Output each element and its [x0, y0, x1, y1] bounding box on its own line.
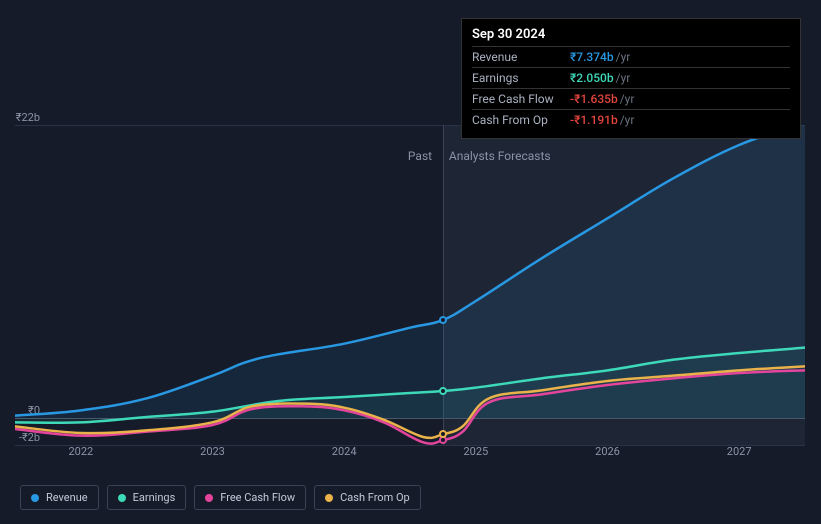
legend-swatch — [31, 494, 39, 502]
x-axis-tick: 2025 — [463, 445, 488, 458]
x-axis-tick: 2024 — [332, 445, 357, 458]
legend-label: Free Cash Flow — [220, 491, 295, 504]
legend-item-free-cash-flow[interactable]: Free Cash Flow — [194, 485, 306, 510]
legend-swatch — [325, 494, 333, 502]
tooltip-metric-unit: /yr — [620, 113, 635, 127]
tooltip-metric-unit: /yr — [620, 92, 635, 106]
x-axis-tick: 2023 — [200, 445, 225, 458]
legend-swatch — [205, 494, 213, 502]
legend-swatch — [118, 494, 126, 502]
series-marker — [439, 430, 447, 438]
chart-tooltip: Sep 30 2024 Revenue₹7.374b/yrEarnings₹2.… — [461, 18, 801, 139]
series-marker — [439, 387, 447, 395]
tooltip-metric-value: -₹1.635b — [570, 92, 618, 106]
tooltip-row: Free Cash Flow-₹1.635b/yr — [472, 88, 790, 109]
legend-label: Cash From Op — [340, 491, 410, 504]
tooltip-row: Revenue₹7.374b/yr — [472, 46, 790, 67]
legend-item-earnings[interactable]: Earnings — [107, 485, 187, 510]
financials-chart: Sep 30 2024 Revenue₹7.374b/yrEarnings₹2.… — [0, 0, 821, 524]
tooltip-metric-unit: /yr — [616, 71, 631, 85]
legend: Revenue Earnings Free Cash Flow Cash From O… — [20, 485, 421, 510]
plot-area: ₹22b₹0-₹2b Past Analysts Forecasts — [15, 125, 805, 445]
tooltip-metric-value: -₹1.191b — [570, 113, 618, 127]
legend-item-cash-from-op[interactable]: Cash From Op — [314, 485, 421, 510]
x-axis-tick: 2026 — [595, 445, 620, 458]
tooltip-metric-label: Earnings — [472, 71, 570, 85]
tooltip-metric-label: Revenue — [472, 50, 570, 64]
tooltip-row: Earnings₹2.050b/yr — [472, 67, 790, 88]
x-axis-tick: 2027 — [727, 445, 752, 458]
tooltip-date: Sep 30 2024 — [472, 27, 790, 42]
x-axis-tick: 2022 — [68, 445, 93, 458]
tooltip-row: Cash From Op-₹1.191b/yr — [472, 109, 790, 130]
y-axis-label: ₹22b — [10, 111, 40, 124]
tooltip-metric-value: ₹7.374b — [570, 50, 614, 64]
x-axis: 2022 2023 2024 2025 2026 2027 — [15, 445, 805, 465]
tooltip-metric-value: ₹2.050b — [570, 71, 614, 85]
plot-svg — [15, 125, 805, 445]
legend-item-revenue[interactable]: Revenue — [20, 485, 99, 510]
series-marker — [439, 316, 447, 324]
legend-label: Earnings — [133, 491, 176, 504]
tooltip-metric-label: Cash From Op — [472, 113, 570, 127]
tooltip-metric-label: Free Cash Flow — [472, 92, 570, 106]
legend-label: Revenue — [46, 491, 88, 504]
tooltip-metric-unit: /yr — [616, 50, 631, 64]
